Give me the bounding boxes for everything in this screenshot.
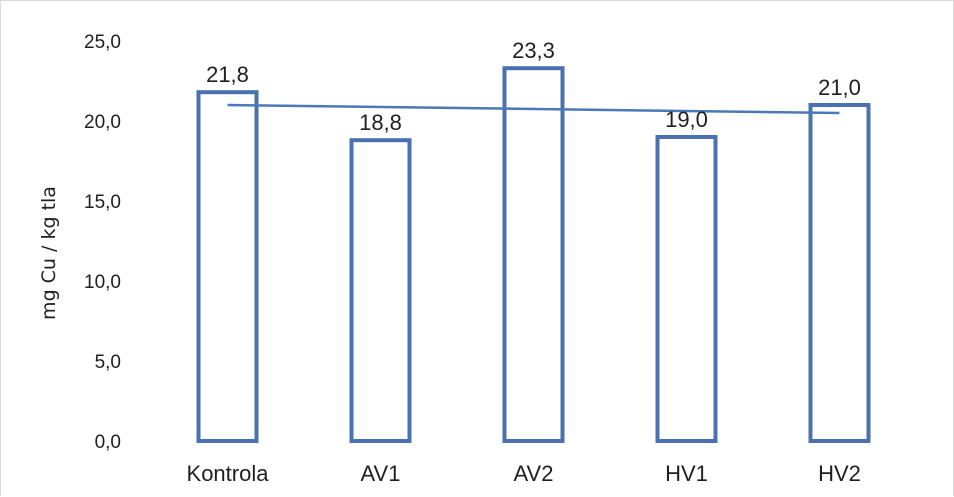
y-tick-label: 20,0 xyxy=(84,112,121,133)
y-tick-label: 25,0 xyxy=(84,32,121,53)
bars xyxy=(196,66,871,443)
data-label: 21,8 xyxy=(206,62,249,87)
data-label: 19,0 xyxy=(665,107,708,132)
x-category-label: AV2 xyxy=(514,461,554,486)
data-labels: 21,8 18,8 23,3 19,0 21,0 xyxy=(206,38,861,135)
bar-hv2 xyxy=(808,103,871,443)
bar-av1 xyxy=(349,138,412,443)
x-category-label: AV1 xyxy=(361,461,401,486)
y-tick-label: 15,0 xyxy=(84,192,121,213)
y-axis-title: mg Cu / kg tla xyxy=(38,186,60,320)
trendline xyxy=(227,103,840,115)
y-axis-ticks: 0,0 5,0 10,0 15,0 20,0 25,0 xyxy=(84,32,121,453)
data-label: 21,0 xyxy=(818,75,861,100)
x-category-label: HV1 xyxy=(665,461,708,486)
y-tick-label: 10,0 xyxy=(84,272,121,293)
y-tick-label: 5,0 xyxy=(95,352,121,373)
bar-kontrola xyxy=(196,90,259,443)
x-axis-labels: Kontrola AV1 AV2 HV1 HV2 xyxy=(187,461,861,486)
x-category-label: HV2 xyxy=(818,461,861,486)
bar-av2 xyxy=(502,66,565,443)
trendline-group xyxy=(227,103,840,115)
data-label: 18,8 xyxy=(359,110,402,135)
x-category-label: Kontrola xyxy=(187,461,270,486)
y-tick-label: 0,0 xyxy=(95,432,121,453)
data-label: 23,3 xyxy=(512,38,555,63)
bar-hv1 xyxy=(655,135,718,443)
